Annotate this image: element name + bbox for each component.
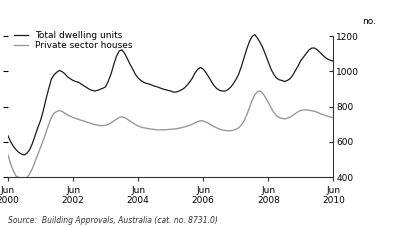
Total dwelling units xyxy=(22,154,27,156)
Text: no.: no. xyxy=(362,17,376,26)
Private sector houses xyxy=(315,111,320,114)
Private sector houses xyxy=(331,116,336,119)
Private sector houses xyxy=(6,154,10,156)
Total dwelling units xyxy=(252,33,257,36)
Line: Total dwelling units: Total dwelling units xyxy=(8,35,333,155)
Total dwelling units xyxy=(41,110,46,112)
Total dwelling units xyxy=(331,60,336,62)
Text: Source:  Building Approvals, Australia (cat. no. 8731.0): Source: Building Approvals, Australia (c… xyxy=(8,216,218,225)
Private sector houses xyxy=(41,139,46,142)
Private sector houses xyxy=(84,121,89,123)
Total dwelling units xyxy=(146,83,151,85)
Total dwelling units xyxy=(315,48,320,51)
Total dwelling units xyxy=(84,86,89,89)
Legend: Total dwelling units, Private sector houses: Total dwelling units, Private sector hou… xyxy=(12,29,134,52)
Private sector houses xyxy=(146,127,151,130)
Line: Private sector houses: Private sector houses xyxy=(8,91,333,179)
Private sector houses xyxy=(258,90,263,92)
Total dwelling units xyxy=(228,86,233,89)
Private sector houses xyxy=(22,178,27,180)
Total dwelling units xyxy=(6,134,10,137)
Private sector houses xyxy=(212,125,216,128)
Private sector houses xyxy=(228,129,233,132)
Total dwelling units xyxy=(212,84,216,87)
